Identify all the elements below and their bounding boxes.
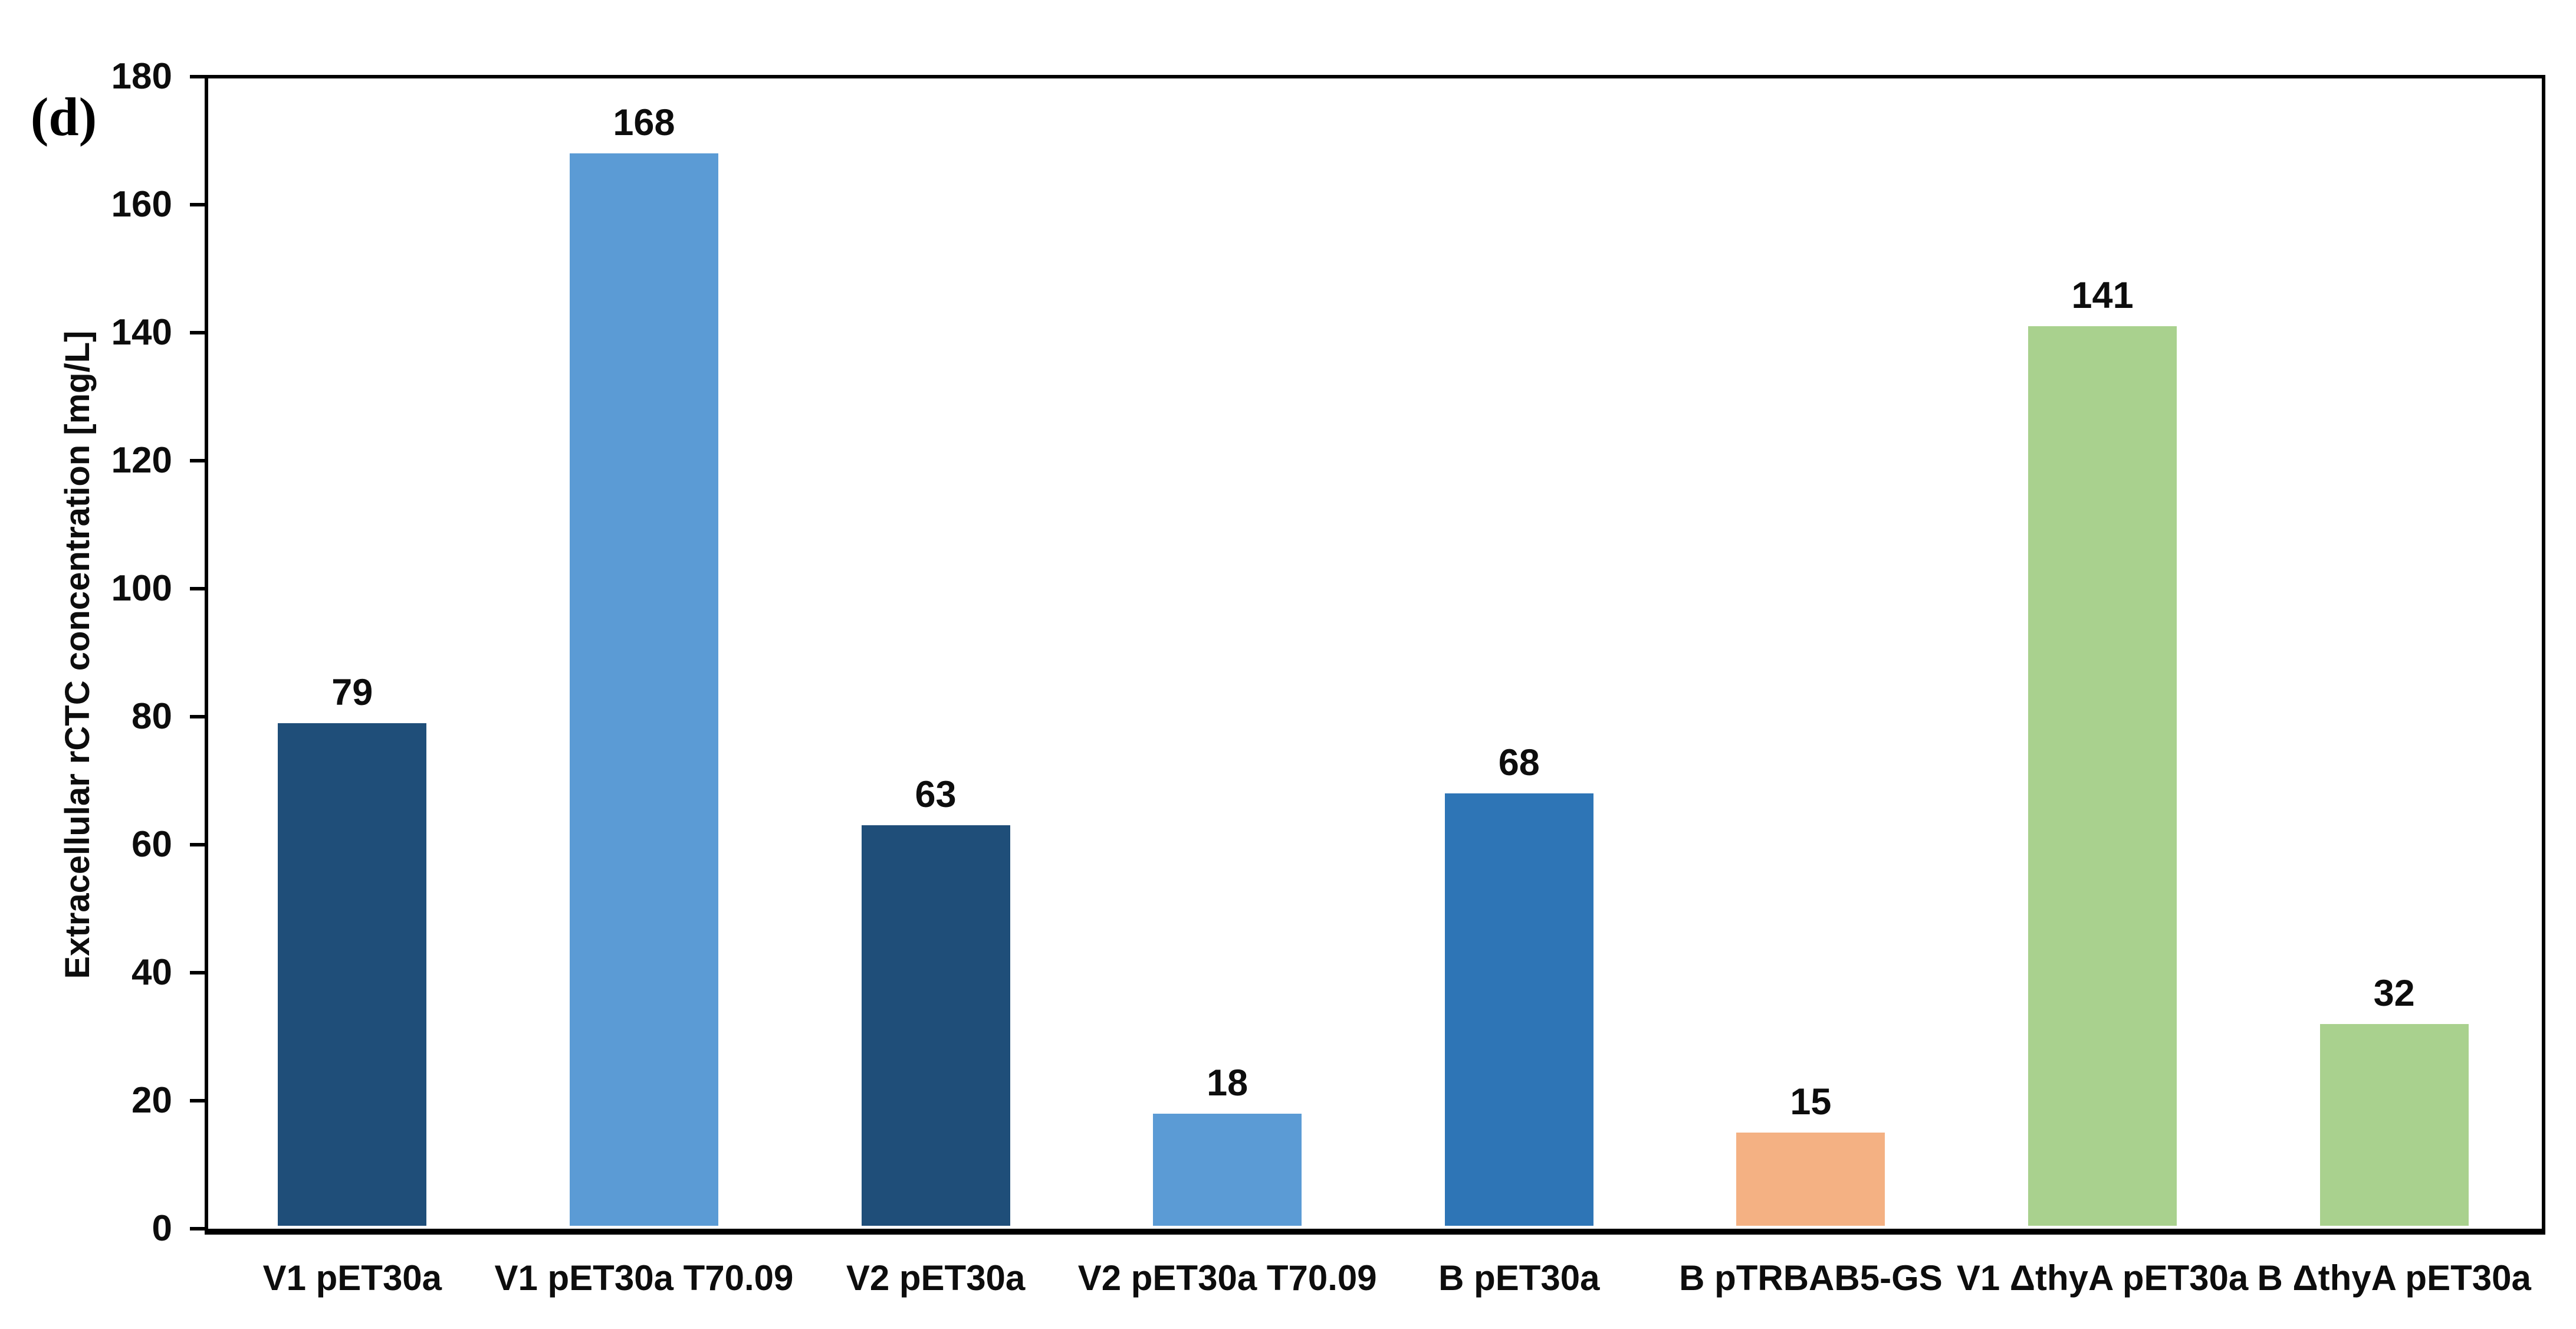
bar-value-label: 32 — [2373, 972, 2415, 1014]
x-category-label: V1 ΔthyA pET30a — [1956, 1258, 2249, 1298]
y-tick-label: 80 — [132, 696, 172, 737]
x-category-label: B ΔthyA pET30a — [2257, 1258, 2531, 1298]
x-category-label: B pTRBAB5-GS — [1679, 1258, 1943, 1298]
y-tick-label: 100 — [111, 568, 172, 609]
bar — [1444, 793, 1593, 1226]
y-tick-label: 60 — [132, 824, 172, 865]
x-category-label: V1 pET30a T70.09 — [494, 1258, 794, 1298]
bar — [861, 825, 1010, 1226]
y-tick-label: 160 — [111, 184, 172, 225]
y-tick-mark — [190, 715, 206, 718]
bar-value-label: 79 — [331, 671, 373, 713]
bar-value-label: 18 — [1207, 1062, 1248, 1104]
y-tick-label: 40 — [132, 952, 172, 993]
x-category-label: V2 pET30a — [846, 1258, 1026, 1298]
x-category-label: V2 pET30a T70.09 — [1077, 1258, 1377, 1298]
y-tick-label: 180 — [111, 56, 172, 97]
bar-value-label: 168 — [613, 102, 675, 144]
bar-value-label: 68 — [1498, 742, 1540, 784]
y-tick-mark — [190, 587, 206, 590]
y-axis-title: Extracellular rCTC concentration [mg/L] — [58, 330, 97, 979]
y-tick-mark — [190, 1099, 206, 1102]
y-tick-mark — [190, 75, 206, 78]
bar — [278, 723, 427, 1226]
bar-value-label: 15 — [1790, 1081, 1832, 1123]
bar-value-label: 63 — [915, 774, 957, 816]
bar — [1153, 1113, 1302, 1226]
y-tick-mark — [190, 843, 206, 846]
y-tick-mark — [190, 203, 206, 206]
y-tick-label: 20 — [132, 1080, 172, 1121]
x-category-label: B pET30a — [1438, 1258, 1600, 1298]
y-tick-mark — [190, 459, 206, 462]
y-tick-label: 0 — [152, 1208, 172, 1249]
bar — [2319, 1023, 2469, 1226]
bar — [2028, 326, 2177, 1226]
bar-value-label: 141 — [2071, 275, 2134, 317]
y-tick-label: 140 — [111, 312, 172, 353]
y-tick-mark — [190, 1227, 206, 1230]
y-tick-mark — [190, 331, 206, 334]
x-category-label: V1 pET30a — [262, 1258, 442, 1298]
plot-area-border — [205, 75, 2545, 1235]
bar — [1736, 1133, 1885, 1226]
bar — [569, 153, 718, 1226]
y-tick-label: 120 — [111, 440, 172, 481]
y-tick-mark — [190, 971, 206, 974]
panel-label: (d) — [30, 87, 97, 147]
